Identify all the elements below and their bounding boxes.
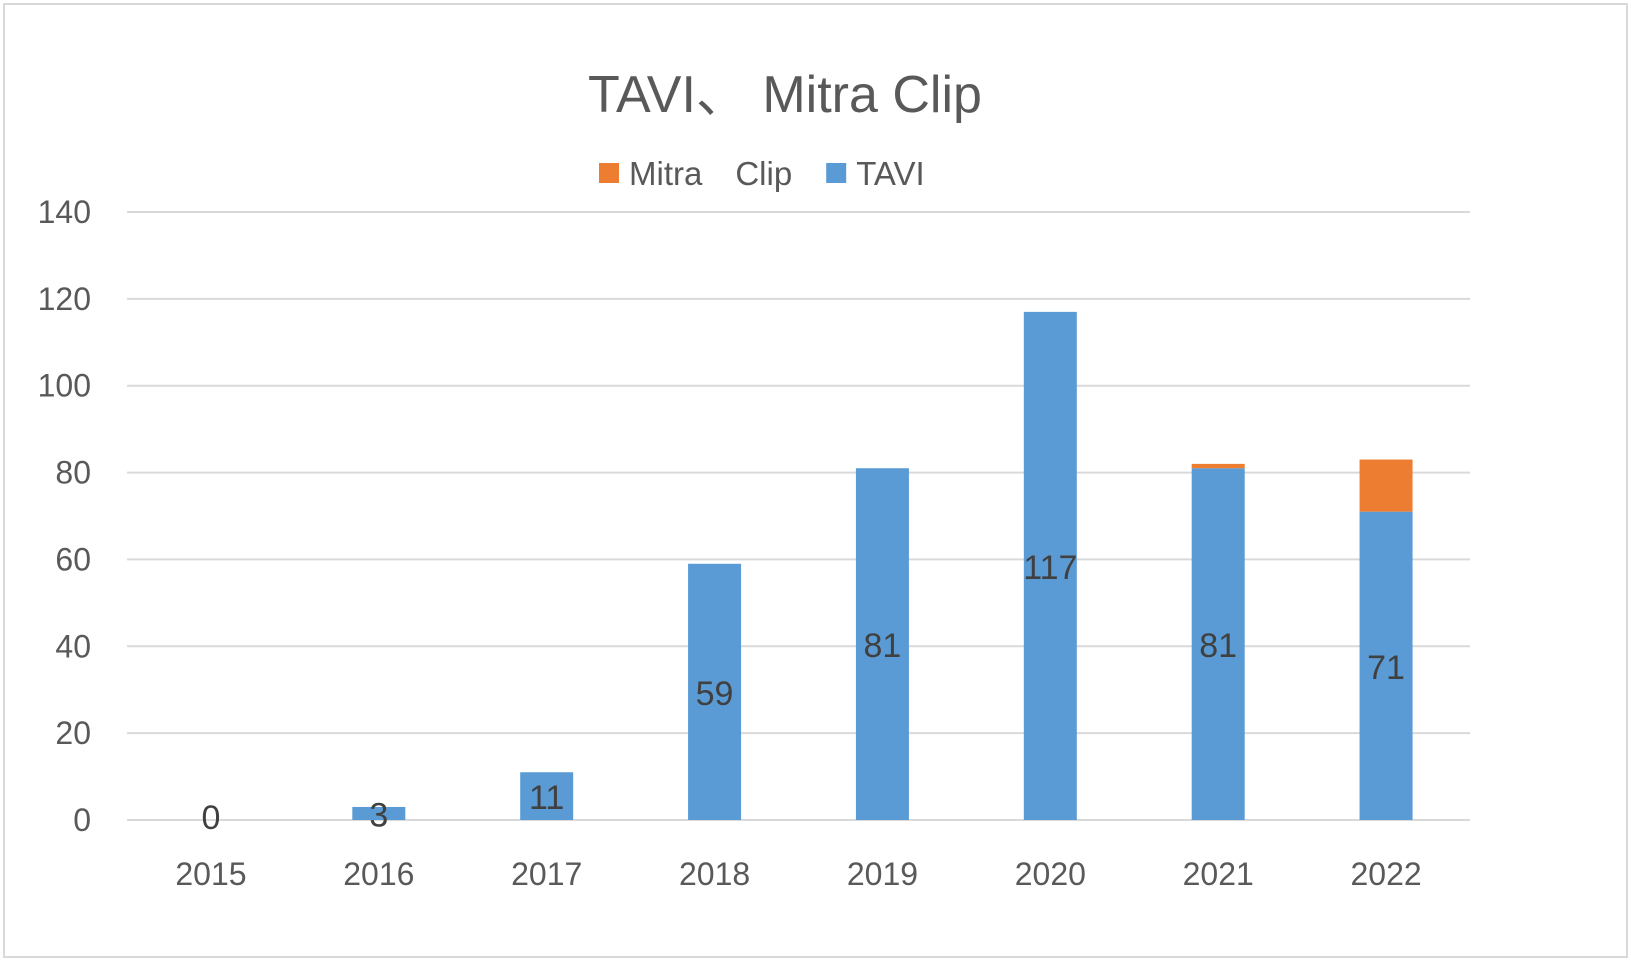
bar-tavi bbox=[1023, 311, 1077, 820]
y-tick-label: 20 bbox=[55, 715, 91, 751]
bar-tavi bbox=[1191, 468, 1245, 820]
x-tick-label: 2021 bbox=[1183, 856, 1254, 892]
data-label-tavi: 81 bbox=[864, 627, 902, 665]
chart-frame: TAVI、 Mitra Clip Mitra Clip TAVI 0 20 40 60 8… bbox=[3, 3, 1628, 958]
y-tick-label: 120 bbox=[38, 281, 91, 317]
x-tick-label: 2016 bbox=[343, 856, 414, 892]
chart-title: TAVI、 Mitra Clip bbox=[588, 66, 982, 124]
x-axis: 2015 2016 2017 2018 2019 2020 2021 2022 bbox=[175, 856, 1421, 892]
y-tick-label: 0 bbox=[73, 802, 91, 838]
legend-swatch bbox=[826, 163, 847, 183]
chart: TAVI、 Mitra Clip Mitra Clip TAVI 0 20 40 60 8… bbox=[38, 66, 1470, 892]
data-label-tavi: 0 bbox=[201, 799, 220, 837]
bar-tavi bbox=[688, 563, 742, 820]
legend-label: TAVI bbox=[856, 155, 924, 192]
y-tick-label: 140 bbox=[38, 194, 91, 230]
gridlines bbox=[127, 211, 1470, 821]
bar-mitra-clip bbox=[1359, 459, 1413, 512]
bar-tavi bbox=[352, 806, 406, 820]
x-tick-label: 2018 bbox=[679, 856, 750, 892]
data-label-tavi: 71 bbox=[1367, 649, 1405, 687]
data-label-tavi: 59 bbox=[696, 675, 734, 713]
x-tick-label: 2022 bbox=[1350, 856, 1421, 892]
y-tick-label: 80 bbox=[55, 455, 91, 491]
data-label-tavi: 81 bbox=[1199, 627, 1237, 665]
y-tick-label: 100 bbox=[38, 368, 91, 404]
bar-tavi bbox=[520, 772, 574, 820]
data-label-tavi: 3 bbox=[369, 796, 388, 834]
y-axis: 0 20 40 60 80 100 120 140 bbox=[38, 194, 91, 838]
legend-swatch bbox=[599, 163, 619, 183]
bar-mitra-clip bbox=[1191, 463, 1245, 469]
data-labels: 0 3 11 59 81 117 81 71 bbox=[201, 549, 1405, 837]
legend: Mitra Clip TAVI bbox=[599, 155, 925, 192]
x-tick-label: 2015 bbox=[175, 856, 246, 892]
bar-tavi bbox=[1359, 511, 1413, 820]
legend-label: Mitra Clip bbox=[629, 155, 792, 192]
x-tick-label: 2017 bbox=[511, 856, 582, 892]
data-label-tavi: 117 bbox=[1023, 549, 1077, 587]
bars bbox=[352, 311, 1413, 820]
bar-tavi bbox=[855, 468, 909, 820]
x-tick-label: 2019 bbox=[847, 856, 918, 892]
x-tick-label: 2020 bbox=[1015, 856, 1086, 892]
y-tick-label: 60 bbox=[55, 541, 91, 577]
data-label-tavi: 11 bbox=[529, 779, 564, 817]
y-tick-label: 40 bbox=[55, 628, 91, 664]
